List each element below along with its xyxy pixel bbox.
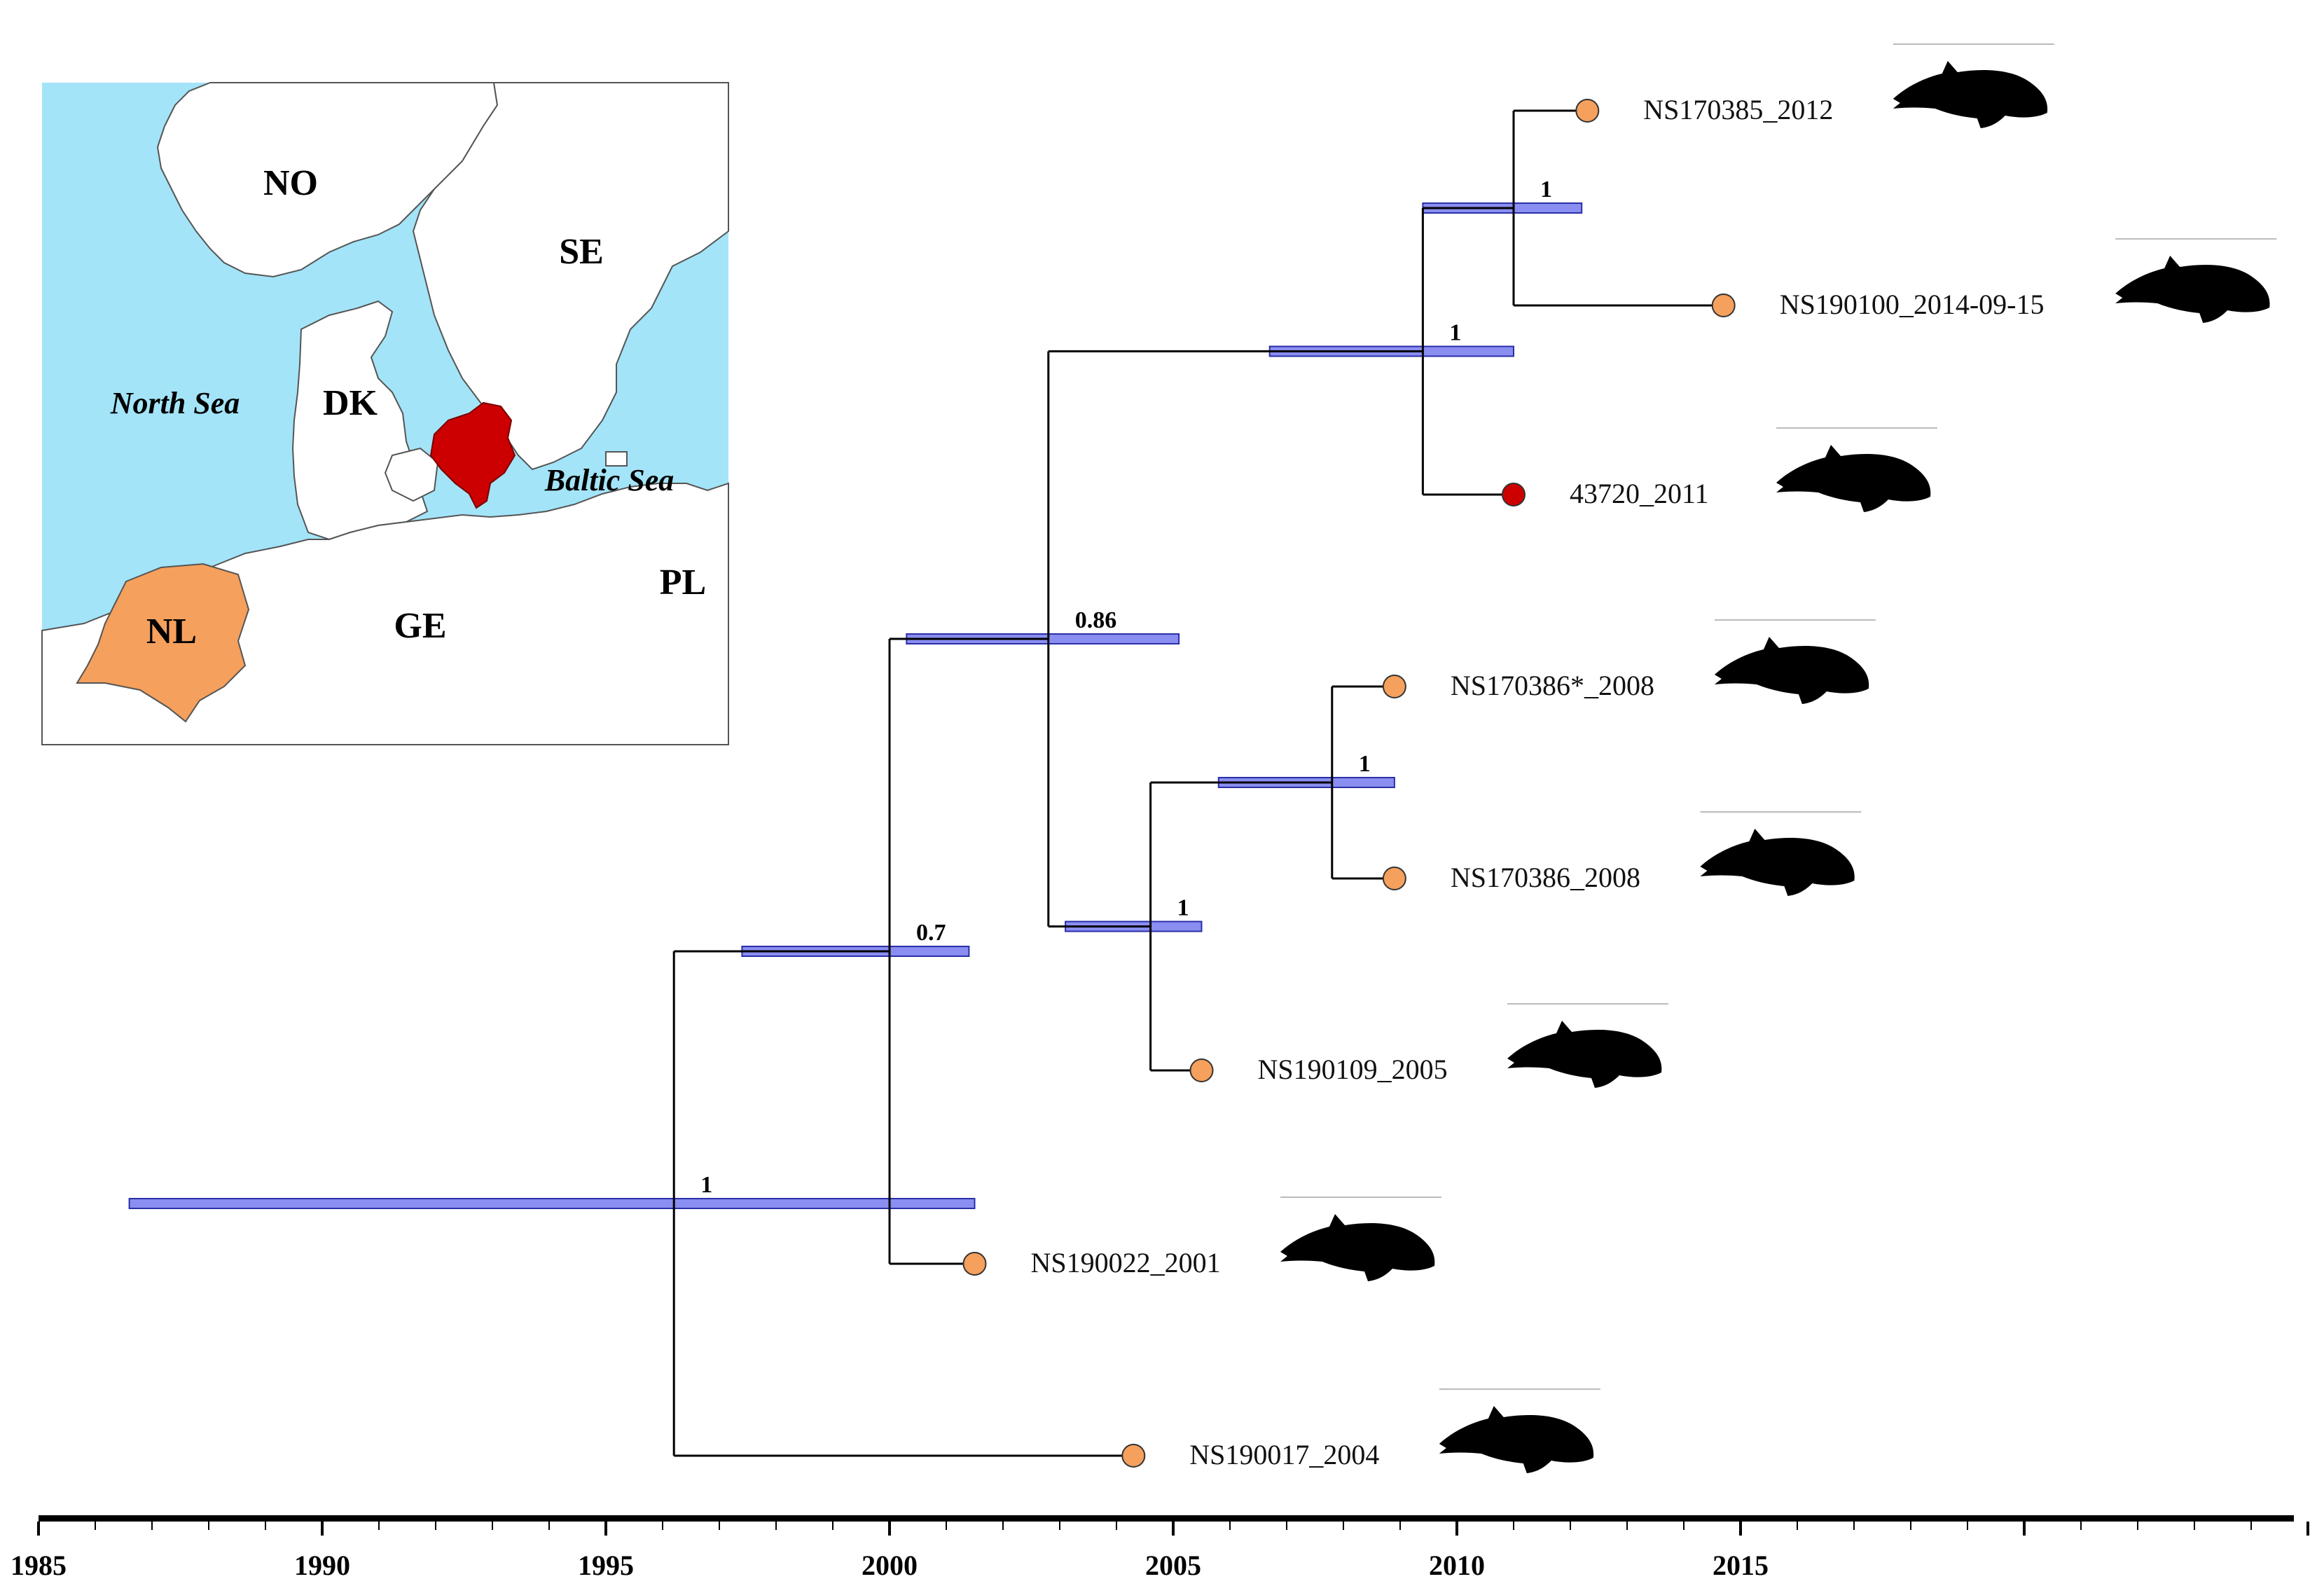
hpd-bar <box>128 1198 976 1209</box>
axis-tick-label: 2010 <box>1429 1550 1485 1581</box>
map-label-pl: PL <box>660 563 706 602</box>
porpoise-shape <box>1893 61 2048 128</box>
land-zealand-highlight <box>429 401 516 509</box>
porpoise-shape <box>2115 256 2270 323</box>
axis-tick-label: 1995 <box>578 1550 634 1581</box>
porpoise-silhouette-icon <box>1439 1388 1600 1473</box>
tip-label: NS190017_2004 <box>1189 1439 1379 1470</box>
tree-tips: NS170385_2012 NS190100_2014-09-15 43720_20… <box>962 94 2045 1470</box>
posterior-labels: 1 0.7 0.86 1 1 1 1 <box>700 177 1552 1198</box>
porpoise-silhouette-icon <box>1280 1197 1441 1281</box>
time-axis: 1985 1990 1995 2000 2005 2010 2015 <box>11 1515 2309 1581</box>
tip-marker <box>1121 1444 1146 1468</box>
tip-marker <box>1189 1058 1214 1082</box>
posterior-label: 0.7 <box>916 920 946 946</box>
tip-label: NS170386*_2008 <box>1451 670 1654 701</box>
land-funen <box>384 447 439 502</box>
porpoise-silhouette-icon <box>1776 427 1937 512</box>
posterior-label: 1 <box>1449 320 1461 346</box>
axis-line <box>39 1515 2294 1522</box>
posterior-label: 1 <box>1540 177 1552 202</box>
map-label-north-sea: North Sea <box>110 386 240 420</box>
posterior-label: 0.86 <box>1075 607 1117 633</box>
land-netherlands <box>76 563 250 723</box>
posterior-label: 1 <box>1177 895 1189 921</box>
axis-tick-label: 1990 <box>294 1550 350 1581</box>
tree-branches <box>672 109 1724 1457</box>
tip-marker <box>1575 99 1600 123</box>
porpoise-silhouette-icon <box>1893 43 2054 128</box>
tip-label: NS170385_2012 <box>1643 94 1833 125</box>
porpoise-silhouette-icon <box>1700 811 1862 896</box>
map-label-ge: GE <box>394 606 446 646</box>
tip-marker <box>1382 675 1406 698</box>
tip-label: NS190109_2005 <box>1258 1054 1448 1085</box>
porpoise-shape <box>1507 1021 1662 1088</box>
tip-label: NS170386_2008 <box>1451 862 1640 893</box>
porpoise-silhouette-icon <box>1714 619 1876 704</box>
tip-marker <box>1502 483 1526 506</box>
posterior-label: 1 <box>1359 751 1371 777</box>
map-inset: NO SE DK NL GE PL North Sea Baltic Sea <box>41 82 729 745</box>
axis-tick-label: 2005 <box>1145 1550 1201 1581</box>
porpoise-shape <box>1439 1406 1594 1473</box>
porpoise-shape <box>1714 637 1869 704</box>
land-island <box>605 451 628 467</box>
map-label-no: NO <box>263 163 318 203</box>
porpoise-silhouette-icon <box>1507 1003 1668 1088</box>
porpoise-shape <box>1280 1214 1435 1281</box>
time-tree: 1 0.7 0.86 1 1 1 1 NS170385_2012 NS190100_2014-… <box>128 43 2277 1473</box>
porpoise-shape <box>1776 445 1931 512</box>
tip-label: NS190100_2014-09-15 <box>1780 289 2045 320</box>
tip-marker <box>962 1252 987 1276</box>
map-label-baltic-sea: Baltic Sea <box>544 463 675 497</box>
porpoise-shape <box>1700 829 1855 896</box>
axis-tick-label: 2000 <box>862 1550 918 1581</box>
tip-marker <box>1711 294 1736 317</box>
tip-label: 43720_2011 <box>1570 478 1709 509</box>
map-label-nl: NL <box>146 612 197 651</box>
map-label-dk: DK <box>323 383 378 423</box>
tip-marker <box>1382 867 1406 890</box>
axis-tick-label: 2015 <box>1713 1550 1769 1581</box>
axis-tick-label: 1985 <box>11 1550 67 1581</box>
map-label-se: SE <box>559 232 604 272</box>
silhouettes <box>1280 43 2277 1473</box>
tip-label: NS190022_2001 <box>1031 1247 1221 1278</box>
posterior-label: 1 <box>700 1172 712 1198</box>
porpoise-silhouette-icon <box>2115 238 2277 323</box>
